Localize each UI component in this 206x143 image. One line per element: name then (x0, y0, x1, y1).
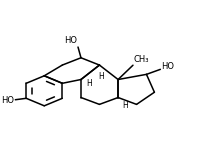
Text: HO: HO (1, 96, 14, 105)
Text: H: H (98, 72, 104, 81)
Text: HO: HO (161, 62, 174, 71)
Text: HO: HO (64, 36, 77, 45)
Text: H: H (122, 101, 128, 110)
Text: CH₃: CH₃ (134, 55, 150, 64)
Text: H: H (86, 79, 92, 88)
